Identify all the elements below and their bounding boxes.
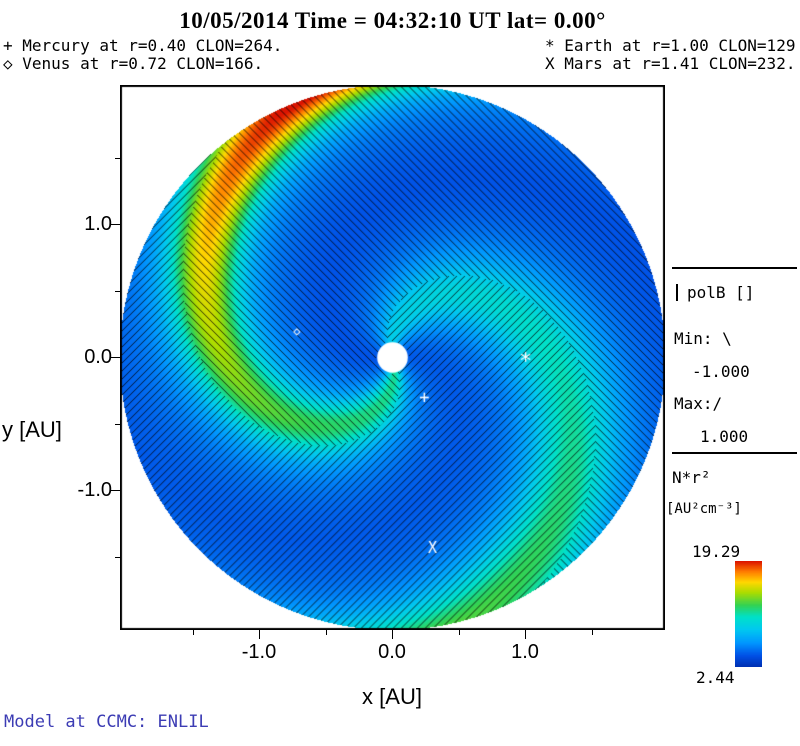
plot-title: 10/05/2014 Time = 04:32:10 UT lat= 0.00° (179, 8, 606, 33)
legend-bottom-rule (672, 452, 797, 454)
y-tick-label-1: 1.0 (84, 213, 112, 235)
axis-tick (391, 630, 394, 639)
axis-tick (115, 423, 120, 425)
colorbar-min-value: 2.44 (696, 668, 735, 687)
axis-tick (115, 290, 120, 292)
axis-tick (192, 630, 194, 635)
axis-tick (111, 356, 120, 359)
colorbar-gradient (735, 561, 762, 667)
polb-max-hatch-label: Max:/ (674, 394, 723, 413)
colorbar-quantity-label: N*r² (672, 468, 711, 487)
axis-tick (591, 630, 593, 635)
mars-position-label: X Mars at r=1.41 CLON=232. (545, 54, 796, 73)
colorbar-max-value: 19.29 (692, 542, 741, 561)
axis-tick (115, 157, 120, 159)
model-credit: Model at CCMC: ENLIL (4, 712, 209, 732)
polb-min-hatch-label: Min: \ (674, 329, 732, 348)
axis-tick (524, 630, 527, 639)
polb-legend-header: polB [] (676, 283, 754, 302)
polb-max-value: 1.000 (700, 427, 749, 446)
venus-position-label: ◇ Venus at r=0.72 CLON=166. (3, 54, 264, 73)
mercury-position-label: + Mercury at r=0.40 CLON=264. (3, 36, 283, 55)
heliosphere-density-plot (120, 85, 665, 630)
colorbar-units-label: [AU²cm⁻³] (666, 501, 742, 517)
earth-position-label: * Earth at r=1.00 CLON=129 (545, 36, 796, 55)
polb-min-value: -1.000 (692, 362, 750, 381)
axis-tick (458, 630, 460, 635)
polb-label: polB [] (687, 283, 755, 302)
axis-tick (325, 630, 327, 635)
axis-tick (258, 630, 261, 639)
x-tick-label-0: 0.0 (378, 641, 406, 663)
y-axis-label: y [AU] (2, 417, 62, 442)
x-axis-label: x [AU] (362, 684, 422, 709)
legend-top-rule (672, 267, 797, 269)
axis-tick (111, 489, 120, 492)
y-tick-label-0: 0.0 (84, 346, 112, 368)
polb-tick-mark-icon (676, 284, 678, 301)
y-tick-label-neg1: -1.0 (77, 479, 112, 501)
axis-tick (115, 556, 120, 558)
axis-tick (111, 223, 120, 226)
x-tick-label-neg1: -1.0 (241, 641, 277, 663)
x-tick-label-1: 1.0 (511, 641, 539, 663)
